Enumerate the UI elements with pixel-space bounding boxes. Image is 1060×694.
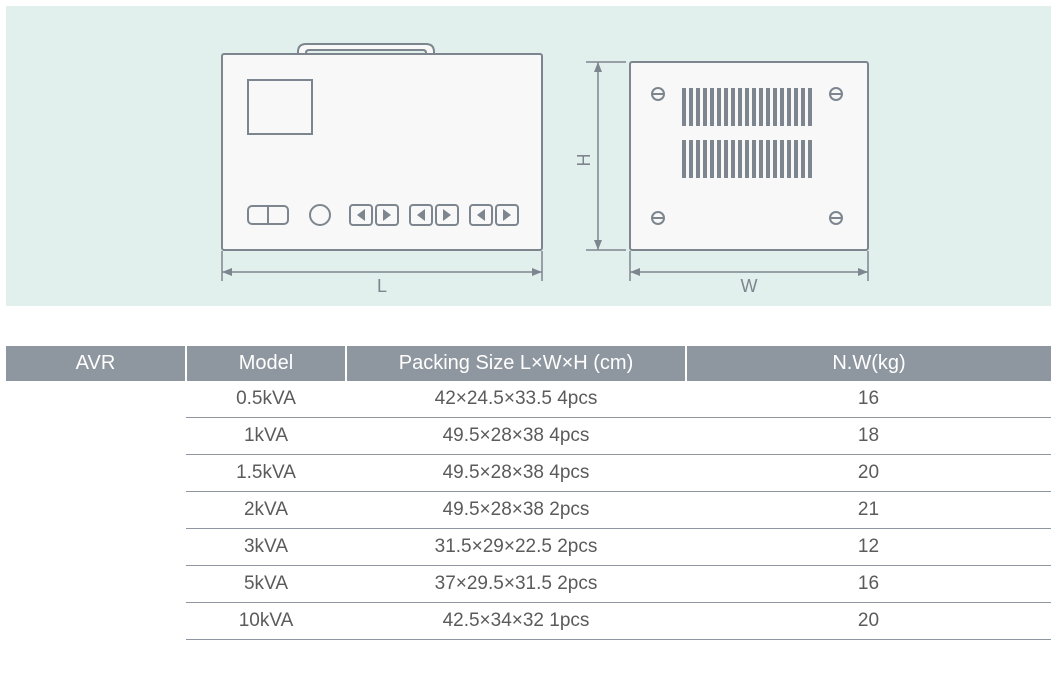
table-row: 5kVA37×29.5×31.5 2pcs16: [6, 566, 1051, 603]
dimension-diagram: L: [6, 6, 1051, 306]
table-cell: 42×24.5×33.5 4pcs: [346, 381, 686, 418]
table-row: 2kVA49.5×28×38 2pcs21: [6, 492, 1051, 529]
table-cell: [6, 455, 186, 492]
table-cell: 42.5×34×32 1pcs: [346, 603, 686, 640]
table-cell: 3kVA: [186, 529, 346, 566]
col-packing: Packing Size L×W×H (cm): [346, 346, 686, 381]
table-cell: 16: [686, 566, 1051, 603]
table-cell: 18: [686, 418, 1051, 455]
table-cell: 12: [686, 529, 1051, 566]
col-model: Model: [186, 346, 346, 381]
table-row: 0.5kVA42×24.5×33.5 4pcs16: [6, 381, 1051, 418]
table-row: 3kVA31.5×29×22.5 2pcs12: [6, 529, 1051, 566]
table-cell: 20: [686, 455, 1051, 492]
table-cell: 37×29.5×31.5 2pcs: [346, 566, 686, 603]
table-cell: [6, 492, 186, 529]
col-nw: N.W(kg): [686, 346, 1051, 381]
table-cell: 1.5kVA: [186, 455, 346, 492]
table-cell: [6, 603, 186, 640]
table-cell: [6, 529, 186, 566]
table-row: 1kVA49.5×28×38 4pcs18: [6, 418, 1051, 455]
table-cell: 20: [686, 603, 1051, 640]
col-avr: AVR: [6, 346, 186, 381]
table-cell: 31.5×29×22.5 2pcs: [346, 529, 686, 566]
table-cell: 49.5×28×38 2pcs: [346, 492, 686, 529]
dim-label-W: W: [741, 276, 758, 296]
table-cell: 2kVA: [186, 492, 346, 529]
table-cell: 10kVA: [186, 603, 346, 640]
table-cell: 49.5×28×38 4pcs: [346, 455, 686, 492]
table-cell: 16: [686, 381, 1051, 418]
table-header-row: AVR Model Packing Size L×W×H (cm) N.W(kg…: [6, 346, 1051, 381]
table-row: 10kVA42.5×34×32 1pcs20: [6, 603, 1051, 640]
table-cell: 5kVA: [186, 566, 346, 603]
table-row: 1.5kVA49.5×28×38 4pcs20: [6, 455, 1051, 492]
table-cell: [6, 418, 186, 455]
dim-label-H: H: [574, 154, 594, 167]
table-cell: [6, 566, 186, 603]
table-cell: 49.5×28×38 4pcs: [346, 418, 686, 455]
table-cell: 0.5kVA: [186, 381, 346, 418]
dim-label-L: L: [377, 276, 387, 296]
table-cell: 21: [686, 492, 1051, 529]
spec-table: AVR Model Packing Size L×W×H (cm) N.W(kg…: [6, 346, 1051, 640]
diagram-svg: L: [6, 6, 1051, 306]
table-cell: [6, 381, 186, 418]
table-cell: 1kVA: [186, 418, 346, 455]
